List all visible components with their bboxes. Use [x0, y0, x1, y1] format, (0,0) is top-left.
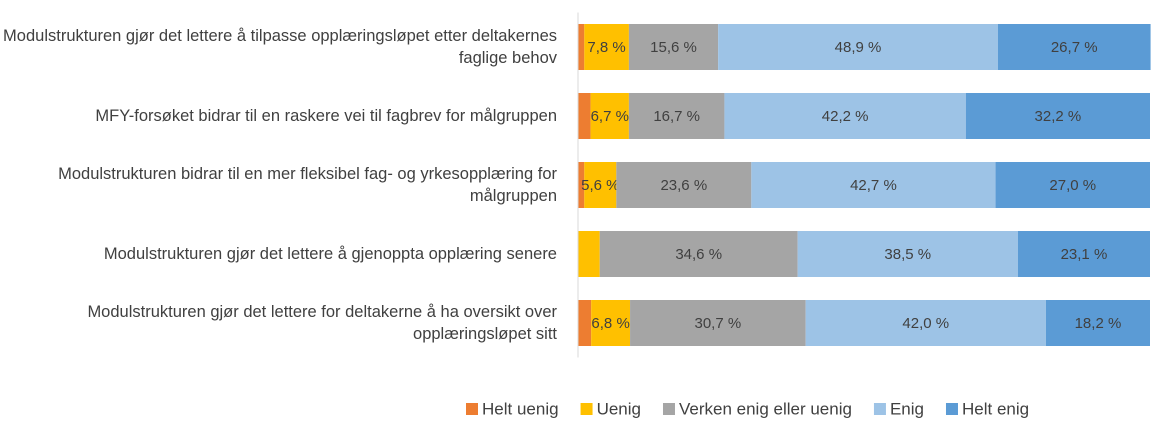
data-label: 32,2 % — [1035, 108, 1082, 125]
data-label: 27,0 % — [1049, 177, 1096, 194]
legend-swatch — [873, 403, 886, 415]
bar-segment — [616, 162, 752, 208]
bar-segment — [805, 300, 1046, 346]
data-label: 6,7 % — [591, 108, 629, 125]
bar-segment — [578, 162, 585, 208]
legend-label: Enig — [890, 399, 924, 418]
data-label: 38,5 % — [884, 246, 931, 263]
legend-swatch — [662, 403, 675, 415]
bar-segment — [751, 162, 996, 208]
bar-segment — [630, 300, 806, 346]
bar-segment — [599, 231, 798, 277]
legend-label: Uenig — [597, 399, 641, 418]
legend-label: Helt enig — [962, 399, 1029, 418]
data-label: 30,7 % — [695, 315, 742, 332]
category-label: Modulstrukturen gjør det lettere for del… — [87, 303, 557, 343]
data-label: 23,6 % — [660, 177, 707, 194]
bar-segment — [578, 300, 592, 346]
bar-segment — [578, 24, 585, 70]
bar-segment — [584, 24, 629, 70]
bar-segment — [797, 231, 1018, 277]
data-label: 6,8 % — [591, 315, 629, 332]
bar-segment — [724, 93, 966, 139]
legend-swatch — [466, 403, 478, 415]
data-label: 23,1 % — [1061, 246, 1108, 263]
bar-segment — [718, 24, 998, 70]
bar-segment — [1017, 231, 1150, 277]
data-label: 42,0 % — [902, 315, 949, 332]
legend-swatch — [945, 403, 958, 415]
data-label: 7,8 % — [587, 39, 625, 56]
bar-segment — [591, 300, 631, 346]
data-label: 26,7 % — [1051, 39, 1098, 56]
data-label: 15,6 % — [650, 39, 697, 56]
legend-swatch — [580, 403, 593, 415]
bar-segment — [628, 24, 719, 70]
data-label: 42,2 % — [822, 108, 869, 125]
category-label: Modulstrukturen gjør det lettere å gjeno… — [103, 245, 557, 263]
bar-segment — [578, 93, 591, 139]
bar-segment — [965, 93, 1150, 139]
bar-segment — [1045, 300, 1150, 346]
data-label: 48,9 % — [835, 39, 882, 56]
data-label: 18,2 % — [1075, 315, 1122, 332]
data-label: 16,7 % — [653, 108, 700, 125]
bar-segment — [995, 162, 1150, 208]
bar-segment — [578, 231, 600, 277]
bar-segment — [628, 93, 725, 139]
category-label: MFY-forsøket bidrar til en raskere vei t… — [95, 107, 557, 125]
legend-label: Helt uenig — [482, 399, 559, 418]
data-label: 5,6 % — [581, 177, 619, 194]
bar-segment — [997, 24, 1151, 70]
bar-segment — [584, 162, 617, 208]
legend-label: Verken enig eller uenig — [679, 399, 852, 418]
data-label: 42,7 % — [850, 177, 897, 194]
data-label: 34,6 % — [675, 246, 722, 263]
bar-segment — [590, 93, 629, 139]
category-label: Modulstrukturen gjør det lettere å tilpa… — [3, 27, 557, 67]
category-label: Modulstrukturen bidrar til en mer fleksi… — [58, 165, 557, 205]
